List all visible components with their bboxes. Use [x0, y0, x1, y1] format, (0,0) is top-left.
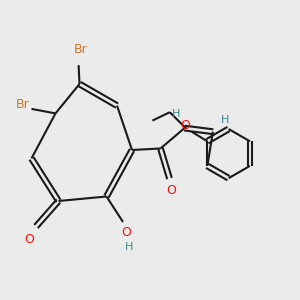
Text: O: O — [180, 119, 190, 132]
Text: H: H — [221, 115, 229, 125]
Text: O: O — [121, 226, 131, 239]
Text: H: H — [172, 109, 180, 119]
Text: Br: Br — [74, 43, 88, 56]
Text: O: O — [166, 184, 176, 197]
Text: H: H — [125, 242, 133, 252]
Text: Br: Br — [16, 98, 29, 111]
Text: O: O — [25, 232, 34, 246]
